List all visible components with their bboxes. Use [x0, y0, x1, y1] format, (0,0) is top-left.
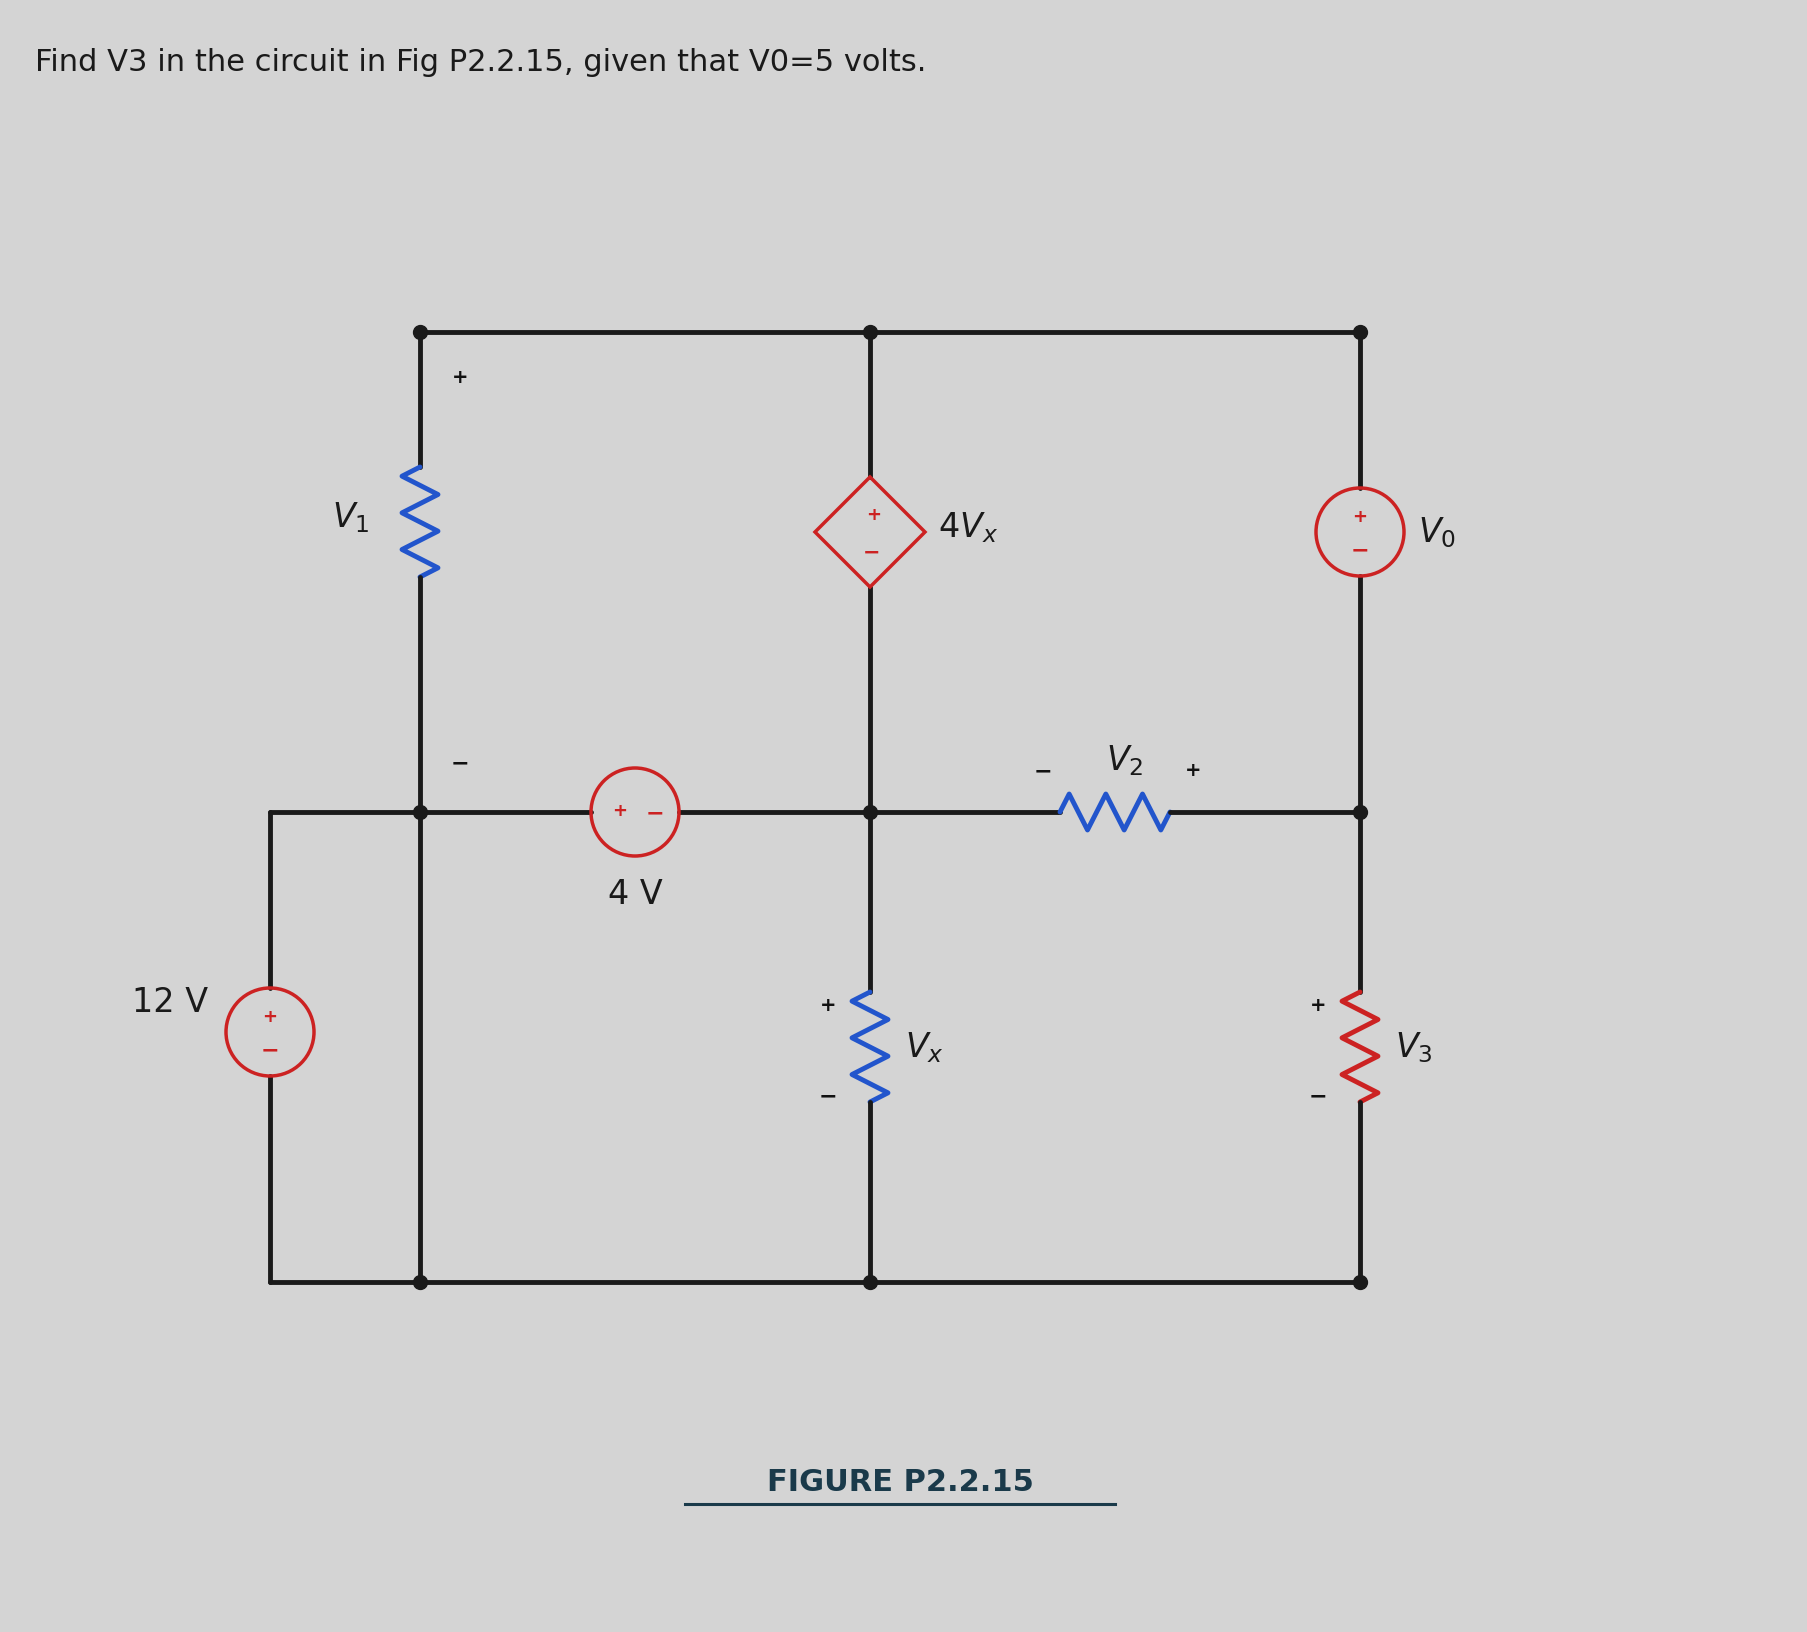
Text: $V_x$: $V_x$ [905, 1030, 943, 1064]
Text: +: + [262, 1007, 276, 1025]
Text: −: − [1034, 761, 1052, 780]
Text: −: − [645, 803, 663, 823]
Text: −: − [450, 752, 470, 772]
Text: −: − [819, 1085, 837, 1105]
Text: +: + [1184, 761, 1200, 780]
Text: −: − [862, 543, 880, 563]
Text: +: + [613, 801, 627, 819]
Text: 4 V: 4 V [607, 878, 661, 911]
Text: +: + [819, 996, 837, 1015]
Text: 12 V: 12 V [132, 986, 208, 1018]
Text: +: + [1308, 996, 1326, 1015]
Text: Find V3 in the circuit in Fig P2.2.15, given that V0=5 volts.: Find V3 in the circuit in Fig P2.2.15, g… [34, 49, 925, 77]
Text: $V_3$: $V_3$ [1395, 1030, 1431, 1064]
Text: FIGURE P2.2.15: FIGURE P2.2.15 [766, 1467, 1034, 1497]
Text: $V_0$: $V_0$ [1417, 516, 1455, 550]
Text: −: − [1350, 540, 1368, 560]
Text: +: + [1352, 508, 1366, 526]
Text: $4V_x$: $4V_x$ [938, 511, 997, 545]
Text: −: − [260, 1040, 278, 1059]
Text: −: − [1308, 1085, 1326, 1105]
Text: $V_1$: $V_1$ [332, 501, 370, 535]
Text: $V_2$: $V_2$ [1106, 743, 1144, 778]
Text: +: + [866, 506, 882, 524]
Text: +: + [452, 369, 468, 387]
